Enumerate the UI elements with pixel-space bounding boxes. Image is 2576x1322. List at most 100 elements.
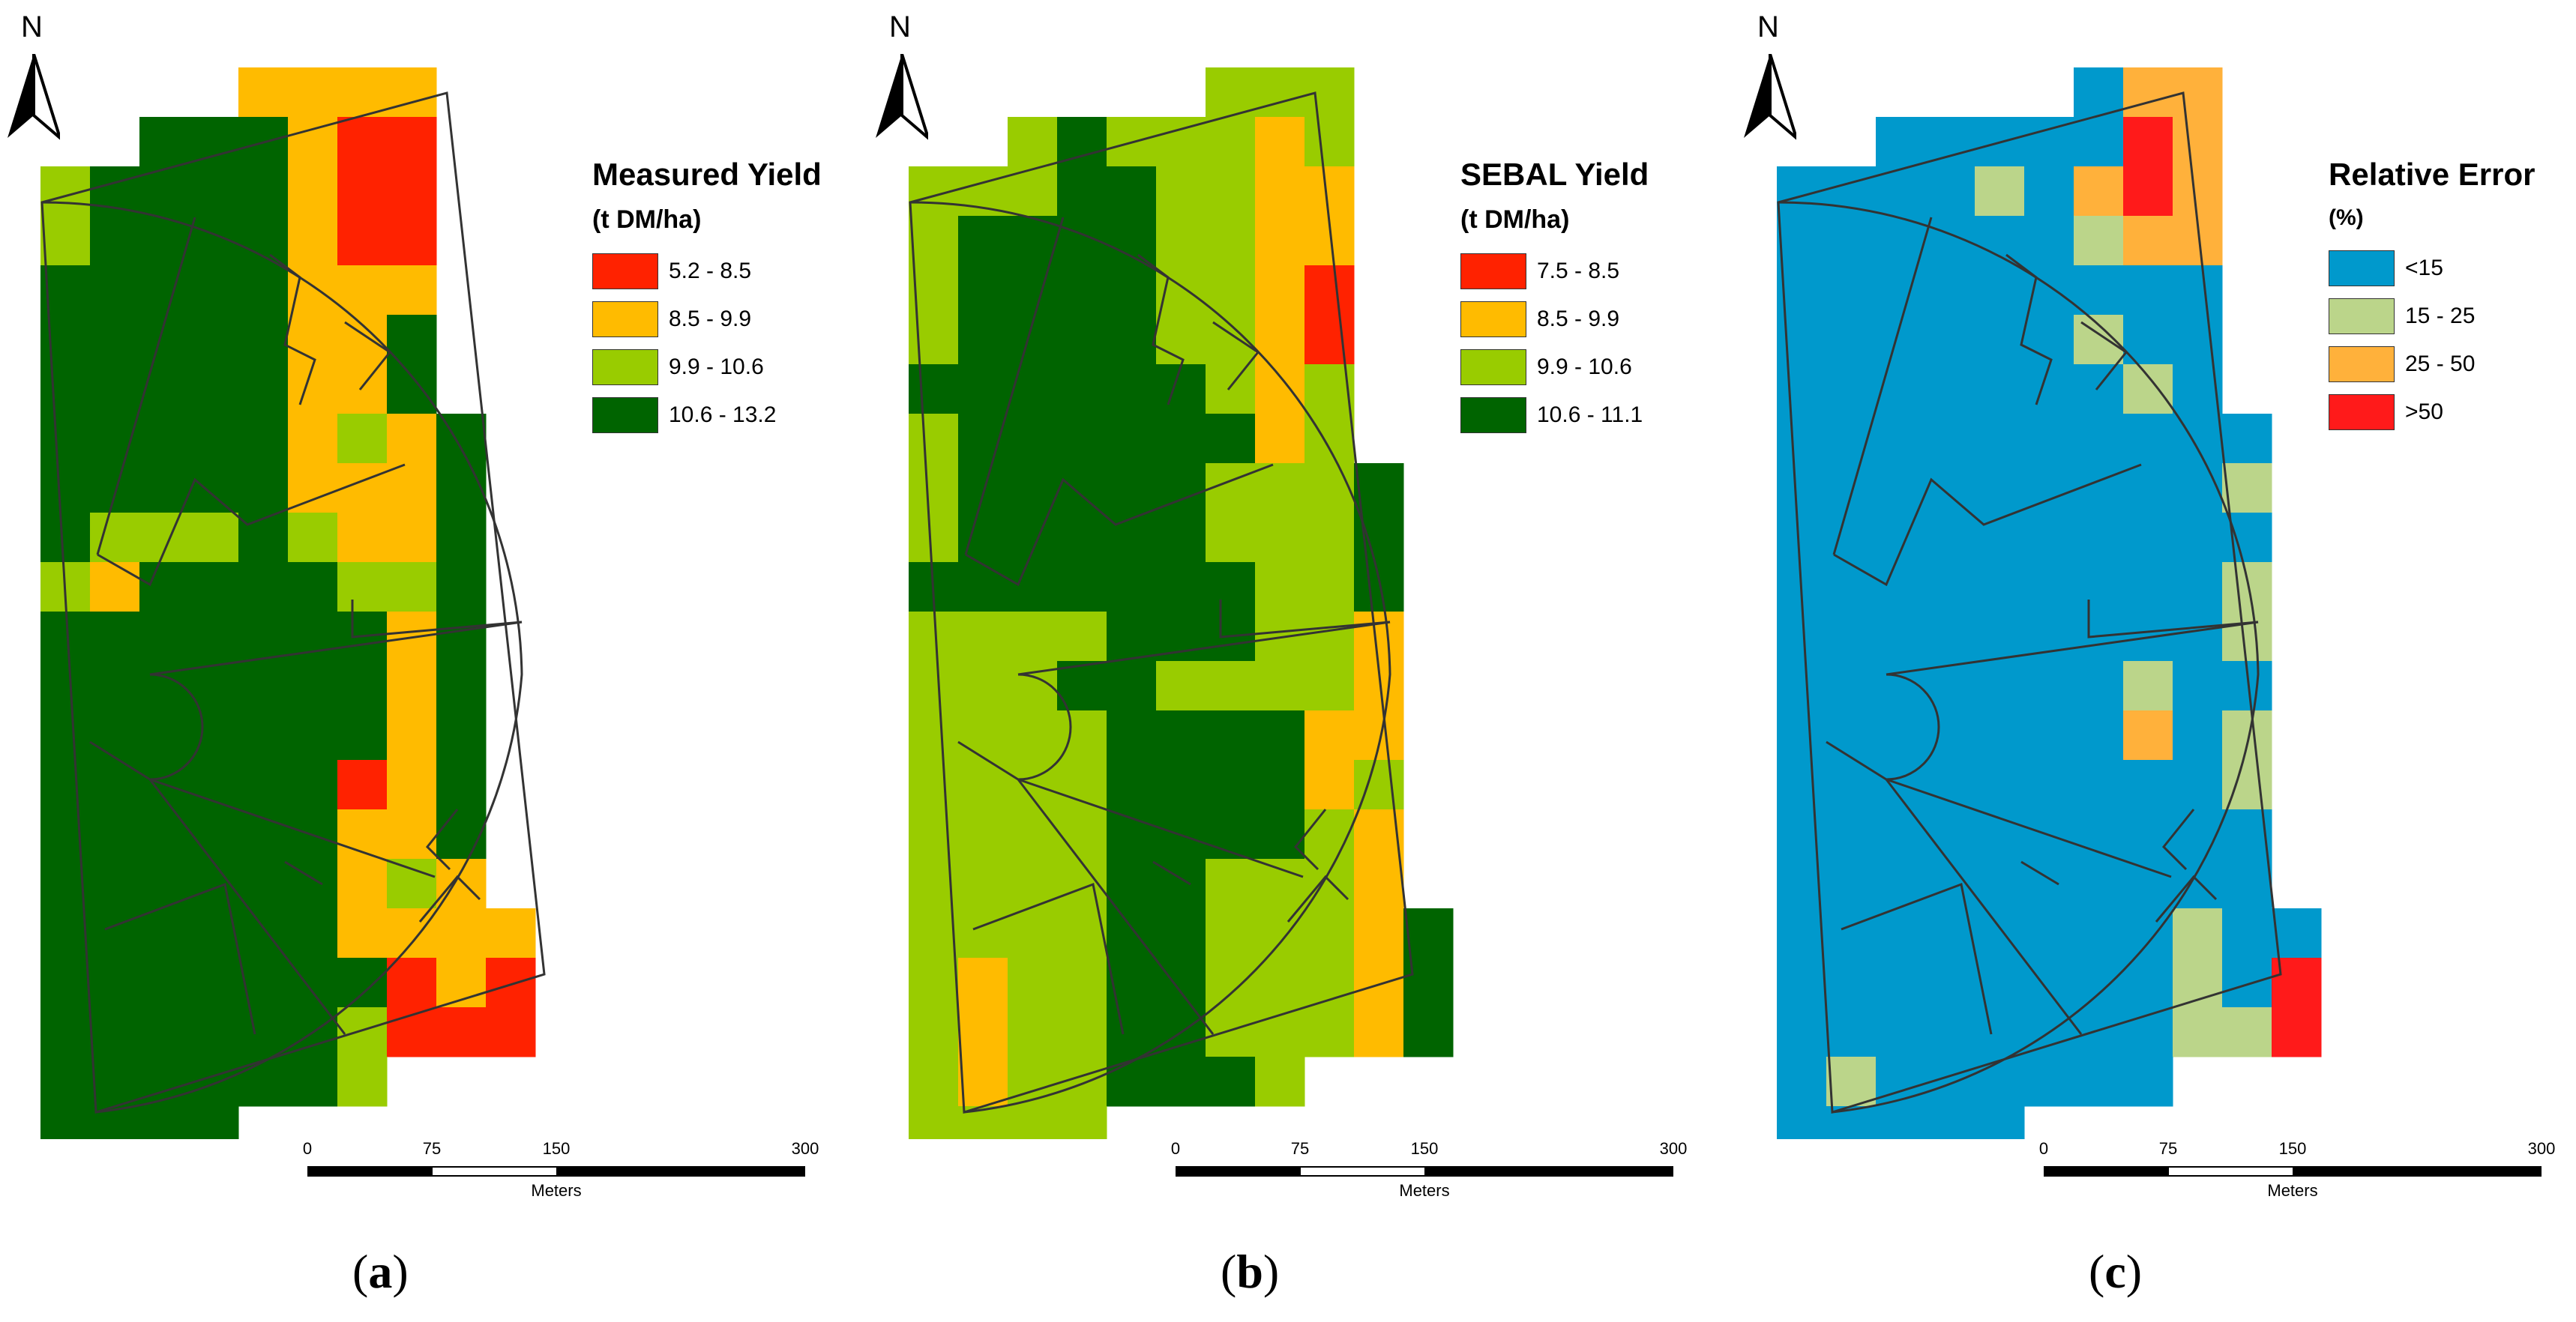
raster-cell	[1008, 612, 1058, 662]
raster-cell	[1777, 216, 1827, 266]
raster-cell	[2173, 562, 2223, 612]
raster-cell	[2123, 166, 2173, 217]
boundary-line	[1886, 621, 2259, 676]
raster-cell	[909, 513, 959, 563]
raster-cell	[337, 315, 388, 365]
boundary-line	[2005, 253, 2053, 405]
raster-cell	[1777, 760, 1827, 810]
panel-a: N Measured Yield (t DM/ha) 5.2 - 8.5 8.5…	[0, 0, 858, 1322]
raster-cell	[2074, 661, 2124, 711]
raster-cell	[139, 216, 190, 266]
raster-cell	[238, 364, 289, 414]
raster-cell	[1255, 265, 1305, 316]
raster-cell	[139, 908, 190, 959]
raster-cell	[1057, 859, 1107, 909]
raster-cell	[1876, 1057, 1926, 1107]
raster-cell	[1975, 166, 2025, 217]
raster-cell	[2024, 414, 2074, 464]
raster-cell	[1255, 67, 1305, 118]
boundary-line	[1833, 463, 2142, 587]
raster-cell	[387, 562, 437, 612]
scale-track	[2044, 1166, 2542, 1177]
raster-cell	[1107, 1007, 1157, 1057]
raster-cell	[2123, 809, 2173, 860]
raster-cell	[1975, 265, 2025, 316]
legend-swatch	[2329, 346, 2395, 382]
raster-cell	[1008, 216, 1058, 266]
raster-cell	[90, 562, 140, 612]
raster-cell	[1255, 710, 1305, 761]
raster-cell	[238, 315, 289, 365]
raster-cell	[1156, 216, 1206, 266]
raster-cell	[1057, 414, 1107, 464]
boundary-line	[89, 740, 151, 781]
raster-cell	[238, 67, 289, 118]
legend-item: 5.2 - 8.5	[592, 253, 855, 289]
legend-swatch	[592, 253, 658, 289]
raster-cell	[90, 315, 140, 365]
raster-cell	[1876, 809, 1926, 860]
legend-swatch	[592, 301, 658, 337]
raster-cell	[1876, 216, 1926, 266]
raster-cell	[1008, 958, 1058, 1008]
boundary-line	[1841, 882, 1993, 1035]
raster-cell	[1826, 315, 1877, 365]
raster-cell	[1107, 265, 1157, 316]
raster-cell	[40, 661, 91, 711]
scale-bar: 0 75 150 300 Meters	[1171, 1139, 1687, 1214]
scale-tick-label: 150	[542, 1139, 571, 1158]
raster-cell	[1354, 710, 1404, 761]
raster-cell	[189, 809, 239, 860]
raster-cell	[238, 562, 289, 612]
raster-cell	[958, 661, 1008, 711]
raster-cell	[1876, 414, 1926, 464]
raster-cell	[139, 809, 190, 860]
raster-cell	[337, 1057, 388, 1107]
raster-cell	[1008, 117, 1058, 167]
legend-swatch	[592, 349, 658, 385]
raster-cell	[909, 809, 959, 860]
raster-cell	[337, 710, 388, 761]
raster-cell	[1156, 859, 1206, 909]
scale-track	[307, 1166, 805, 1177]
raster-cell	[1354, 908, 1404, 959]
legend-label: 9.9 - 10.6	[1537, 354, 1632, 379]
boundary-line	[269, 253, 316, 405]
raster-cell	[958, 216, 1008, 266]
raster-cell	[2222, 908, 2272, 959]
boundary-line	[1778, 201, 2260, 1114]
raster-cell	[486, 1007, 536, 1057]
raster-cell	[958, 710, 1008, 761]
boundary-line	[149, 778, 436, 878]
raster-cell	[90, 463, 140, 513]
raster-cell	[1304, 809, 1355, 860]
legend-unit: (t DM/ha)	[592, 205, 702, 234]
raster-cell	[1777, 513, 1827, 563]
raster-cell	[337, 67, 388, 118]
raster-cell	[1304, 710, 1355, 761]
raster-cell	[2024, 859, 2074, 909]
raster-cell	[2272, 1007, 2322, 1057]
legend-item: 7.5 - 8.5	[1460, 253, 1723, 289]
scale-tick-label: 0	[302, 1139, 313, 1158]
raster-cell	[1925, 166, 1975, 217]
raster-cell	[1057, 612, 1107, 662]
raster-cell	[1206, 562, 1256, 612]
raster-cell	[1107, 414, 1157, 464]
raster-cell	[2024, 1057, 2074, 1107]
boundary-line	[1886, 673, 1940, 781]
raster-cell	[238, 1007, 289, 1057]
error-map	[1777, 67, 2322, 1139]
raster-cell	[958, 315, 1008, 365]
north-arrow: N	[876, 10, 936, 145]
raster-cell	[909, 908, 959, 959]
raster-cell	[387, 216, 437, 266]
raster-cell	[40, 1007, 91, 1057]
boundary-line	[1017, 778, 1304, 878]
raster-cell	[189, 414, 239, 464]
raster-cell	[1777, 710, 1827, 761]
raster-cell	[337, 859, 388, 909]
yield-map	[909, 67, 1454, 1139]
raster-cell	[1975, 710, 2025, 761]
raster-cell	[486, 908, 536, 959]
